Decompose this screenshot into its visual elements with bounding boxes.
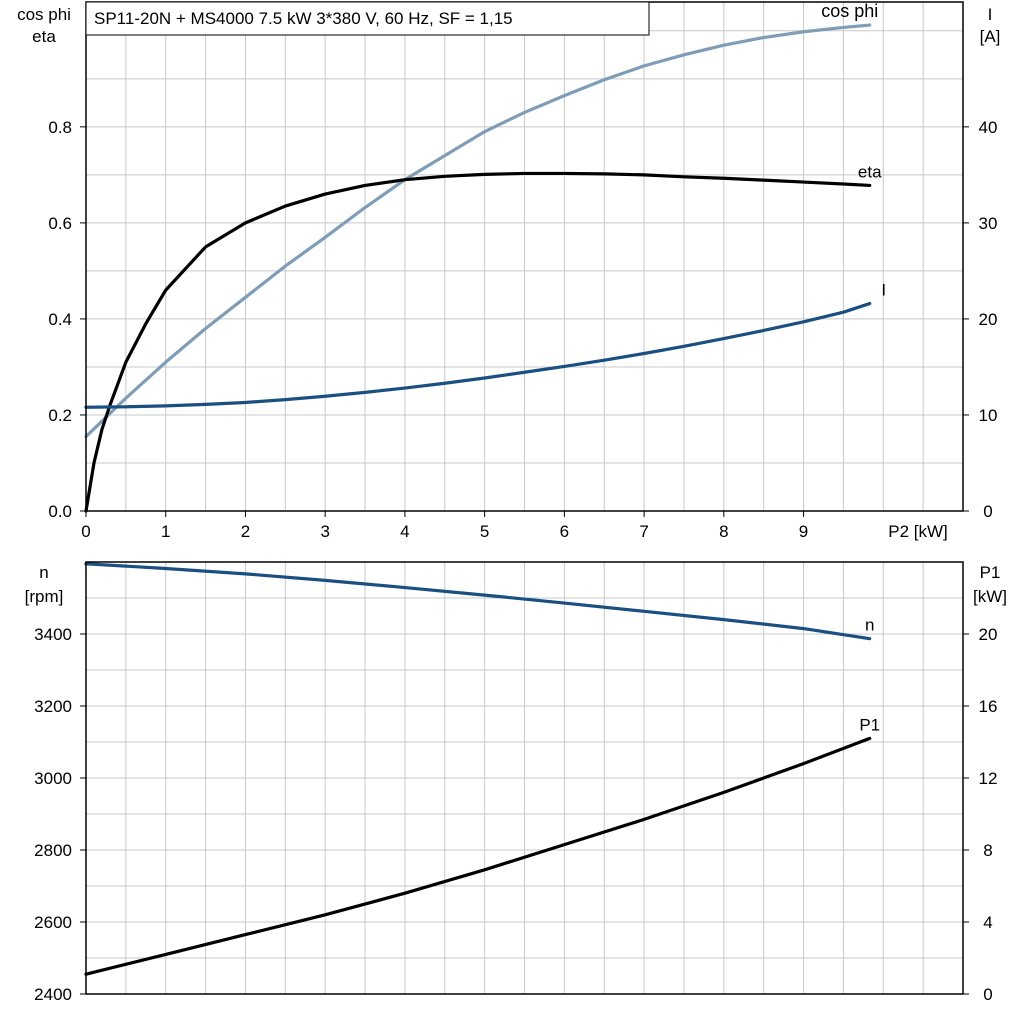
left-axis-label: [rpm] — [25, 587, 64, 606]
x-tick-label: 7 — [639, 522, 648, 541]
left-tick-label: 3000 — [34, 769, 72, 788]
right-tick-label: 20 — [979, 310, 998, 329]
right-tick-label: 40 — [979, 118, 998, 137]
right-tick-label: 4 — [983, 913, 992, 932]
right-axis-label: [A] — [980, 27, 1001, 46]
x-tick-label: 5 — [480, 522, 489, 541]
x-tick-label: 4 — [400, 522, 409, 541]
right-axis-label: [kW] — [973, 587, 1007, 606]
left-axis-label: cos phi — [17, 5, 71, 24]
right-tick-label: 8 — [983, 841, 992, 860]
series-layer — [84, 23, 872, 976]
x-tick-label: 0 — [81, 522, 90, 541]
series-line-cosphi — [84, 23, 872, 439]
right-tick-label: 20 — [979, 625, 998, 644]
x-axis-label: P2 [kW] — [888, 522, 948, 541]
x-tick-label: 1 — [161, 522, 170, 541]
x-tick-label: 3 — [320, 522, 329, 541]
title-box: SP11-20N + MS4000 7.5 kW 3*380 V, 60 Hz,… — [85, 1, 650, 36]
right-tick-label: 16 — [979, 697, 998, 716]
left-axis-label: n — [39, 563, 48, 582]
right-axis-label: I — [988, 5, 993, 24]
x-tick-label: 2 — [241, 522, 250, 541]
series-label-eta: eta — [858, 162, 882, 181]
x-tick-label: 8 — [719, 522, 728, 541]
series-label-I: I — [881, 281, 886, 300]
left-axis-label: eta — [32, 27, 56, 46]
left-tick-label: 0.8 — [48, 118, 72, 137]
chart-title: SP11-20N + MS4000 7.5 kW 3*380 V, 60 Hz,… — [94, 9, 513, 28]
series-line-P1 — [84, 736, 872, 976]
right-axis-label: P1 — [980, 563, 1001, 582]
left-tick-label: 3200 — [34, 697, 72, 716]
left-tick-label: 2800 — [34, 841, 72, 860]
left-tick-label: 2600 — [34, 913, 72, 932]
x-tick-label: 6 — [560, 522, 569, 541]
right-tick-label: 0 — [983, 985, 992, 1004]
right-tick-label: 0 — [983, 502, 992, 521]
series-line-I — [84, 301, 872, 409]
left-tick-label: 0.4 — [48, 310, 72, 329]
title-box-border — [85, 1, 650, 36]
right-tick-label: 10 — [979, 406, 998, 425]
right-tick-label: 12 — [979, 769, 998, 788]
series-line-eta — [84, 171, 872, 513]
left-tick-label: 0.6 — [48, 214, 72, 233]
series-label-P1: P1 — [859, 715, 880, 734]
left-tick-label: 2400 — [34, 985, 72, 1004]
series-label-cosphi: cos phi — [821, 1, 878, 21]
x-tick-label: 9 — [799, 522, 808, 541]
right-tick-label: 30 — [979, 214, 998, 233]
series-line-n — [84, 562, 872, 641]
left-tick-label: 0.0 — [48, 502, 72, 521]
left-tick-label: 3400 — [34, 625, 72, 644]
left-tick-label: 0.2 — [48, 406, 72, 425]
grid-layer — [86, 2, 963, 994]
series-label-n: n — [865, 616, 874, 635]
